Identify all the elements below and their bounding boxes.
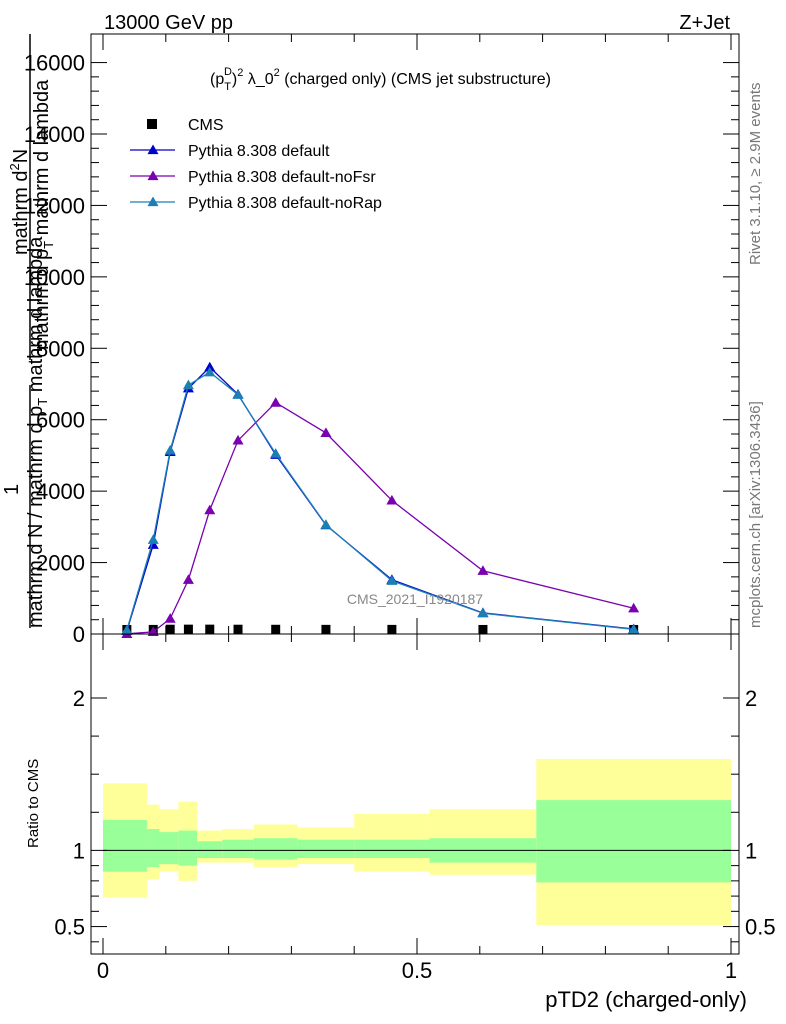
ratio-y-tick-label: 0.5 xyxy=(54,915,85,940)
title-sub: T xyxy=(224,81,231,93)
point-cms xyxy=(387,624,397,634)
ratio-panel: 0.5 0.5 1 1 2 2 0 0.5 1 Ratio to CMS pTD2 (charg… xyxy=(25,633,776,1012)
point-pythia-8-308-default-norap xyxy=(121,624,133,635)
legend-label-pythia-8-308-default-nofsr: Pythia 8.308 default-noFsr xyxy=(188,169,376,186)
point-pythia-8-308-default-nofsr xyxy=(164,613,176,623)
point-pythia-8-308-default-nofsr xyxy=(270,397,282,407)
x-tick-label: 0.5 xyxy=(402,958,433,983)
main-y-tick-label: 16000 xyxy=(24,51,85,76)
point-pythia-8-308-default-nofsr xyxy=(232,434,244,445)
point-cms xyxy=(205,624,215,634)
ratio-uncertainty-bands xyxy=(103,758,731,926)
point-pythia-8-308-default xyxy=(147,539,159,549)
point-cms xyxy=(271,624,281,634)
main-y-tick-label: 2000 xyxy=(36,551,85,576)
title-prefix: (p xyxy=(210,71,224,88)
legend-marker-pythia-8-308-default xyxy=(147,144,159,155)
plot-title: (pTD)2 λ_02 (charged only) (CMS jet subs… xyxy=(210,66,551,93)
point-pythia-8-308-default-norap xyxy=(164,444,176,455)
legend-label-pythia-8-308-default: Pythia 8.308 default xyxy=(188,143,330,160)
point-pythia-8-308-default-nofsr xyxy=(628,602,640,613)
ratio-y-tick-label-right: 0.5 xyxy=(745,915,776,940)
point-cms xyxy=(165,624,175,634)
ratio-y-tick-label-right: 2 xyxy=(745,686,757,711)
point-pythia-8-308-default-norap xyxy=(147,534,159,544)
point-pythia-8-308-default-nofsr xyxy=(386,494,398,505)
ratio-frame xyxy=(90,633,740,955)
point-cms xyxy=(321,624,331,634)
main-y-tick-label: 14000 xyxy=(24,122,85,147)
y-label-one: 1 xyxy=(1,484,23,495)
main-y-tick-label: 10000 xyxy=(24,265,85,290)
main-y-tick-label: 4000 xyxy=(36,479,85,504)
point-pythia-8-308-default-norap xyxy=(477,607,489,618)
point-pythia-8-308-default-norap xyxy=(182,379,194,390)
point-pythia-8-308-default-norap xyxy=(320,519,332,529)
point-pythia-8-308-default-nofsr xyxy=(477,565,489,575)
point-pythia-8-308-default-nofsr xyxy=(320,427,332,438)
main-y-tick-label: 0 xyxy=(73,622,85,647)
analysis-watermark: CMS_2021_I1920187 xyxy=(347,591,483,607)
title-middle: ) xyxy=(232,71,237,88)
point-pythia-8-308-default-norap xyxy=(270,448,282,458)
point-pythia-8-308-default-norap xyxy=(628,623,640,634)
ratio-stat-band xyxy=(222,839,254,858)
ratio-stat-band xyxy=(253,838,298,860)
ratio-stat-band xyxy=(197,841,223,858)
title-rest: λ_0 xyxy=(243,71,273,88)
y-label-upper-numerator: mathrm d2N xyxy=(7,149,32,255)
title-suffix: (charged only) (CMS jet substructure) xyxy=(280,71,551,88)
point-cms xyxy=(478,624,488,634)
title-sup2: 2 xyxy=(237,67,243,79)
ratio-stat-band xyxy=(297,839,355,858)
legend-label-cms: CMS xyxy=(188,117,224,134)
main-y-axis: 0 2000 4000 6000 8000 10000 12000 14000 16000 xyxy=(24,34,739,647)
ratio-axes: 0.5 0.5 1 1 2 2 0 0.5 1 xyxy=(54,634,776,983)
ratio-y-label: Ratio to CMS xyxy=(25,759,42,848)
point-pythia-8-308-default-norap xyxy=(232,389,244,399)
main-y-tick-label: 12000 xyxy=(24,193,85,218)
main-panel: 0 2000 4000 6000 8000 10000 12000 14000 16000 (p… xyxy=(1,33,740,647)
title-sup: D xyxy=(224,66,232,78)
point-pythia-8-308-default-norap xyxy=(204,366,216,377)
ratio-stat-band xyxy=(103,819,147,872)
rivet-version-label: Rivet 3.1.10, ≥ 2.9M events xyxy=(747,83,764,266)
point-cms xyxy=(233,624,243,634)
main-y-tick-label: 8000 xyxy=(36,336,85,361)
legend-label-pythia-8-308-default-norap: Pythia 8.308 default-noRap xyxy=(188,195,382,212)
energy-label: 13000 GeV pp xyxy=(104,12,233,34)
ratio-y-tick-label-right: 1 xyxy=(745,838,757,863)
ratio-stat-band xyxy=(146,829,160,868)
ratio-stat-band xyxy=(159,832,179,865)
ratio-stat-band xyxy=(354,839,430,858)
main-y-label: mathrm d2N mathrm d pT mathrm d lambda 1… xyxy=(1,34,56,628)
y-label-upper-denominator: mathrm d pT mathrm d lambda xyxy=(31,79,56,350)
mcplots-label: mcplots.cern.ch [arXiv:1306.3436] xyxy=(747,401,764,628)
point-pythia-8-308-default-norap xyxy=(386,575,398,585)
ratio-y-tick-label: 2 xyxy=(73,686,85,711)
x-axis-label: pTD2 (charged-only) xyxy=(545,987,747,1012)
ratio-stat-band xyxy=(536,800,731,883)
process-label: Z+Jet xyxy=(679,12,730,34)
legend-marker-pythia-8-308-default-norap xyxy=(147,196,159,207)
legend-marker-pythia-8-308-default-nofsr xyxy=(147,170,159,181)
y-label-lower-expression: mathrm d N / mathrm d pT mathrm d lambda xyxy=(25,236,50,628)
main-y-tick-label: 6000 xyxy=(36,408,85,433)
ratio-y-tick-label: 1 xyxy=(73,838,85,863)
ratio-stat-band xyxy=(178,830,198,866)
point-pythia-8-308-default-nofsr xyxy=(182,574,194,584)
legend: CMS Pythia 8.308 default Pythia 8.308 defa… xyxy=(130,117,382,212)
legend-marker-cms xyxy=(147,119,157,129)
x-tick-label: 0 xyxy=(97,958,109,983)
point-cms xyxy=(183,624,193,634)
point-pythia-8-308-default-nofsr xyxy=(204,504,216,515)
point-pythia-8-308-default xyxy=(204,361,216,372)
x-tick-label: 1 xyxy=(725,958,737,983)
title-sup3: 2 xyxy=(274,67,280,79)
